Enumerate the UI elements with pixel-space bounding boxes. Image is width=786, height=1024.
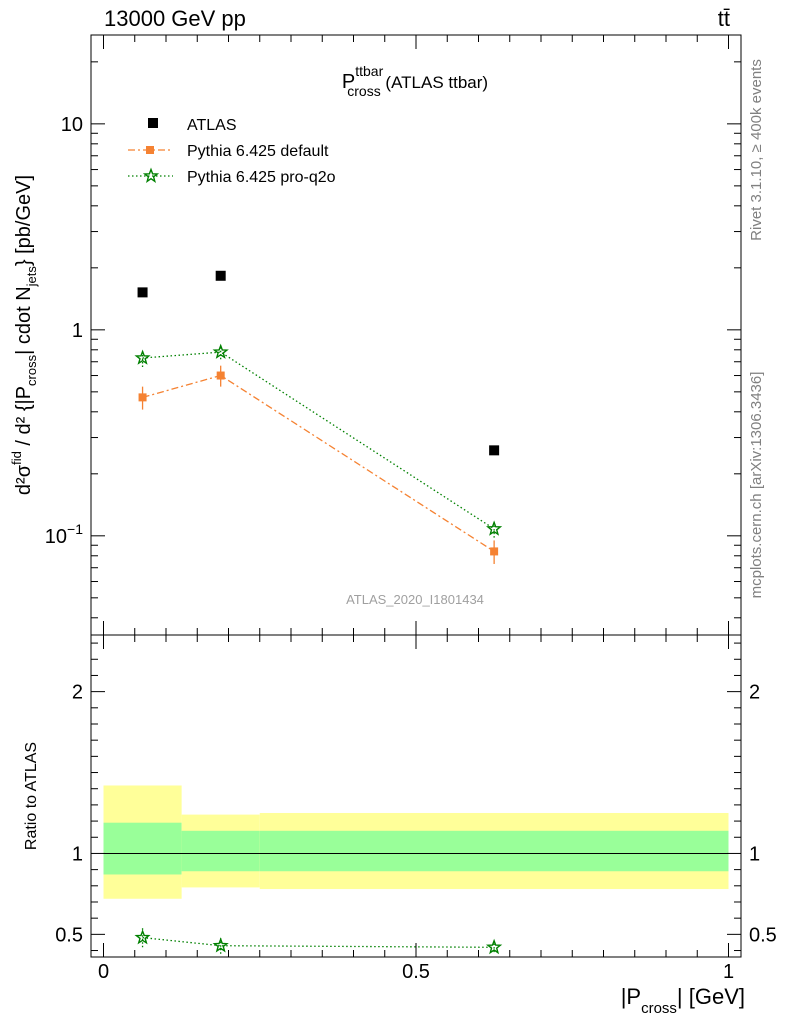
band-inner <box>181 830 260 872</box>
ratio-panel: 0.5 0.5 1 1 2 2 <box>55 634 777 958</box>
band-inner <box>259 830 729 872</box>
ratio-y-tick-label: 2 <box>72 682 83 704</box>
analysis-watermark: ATLAS_2020_I1801434 <box>346 592 484 607</box>
ratio-frame <box>90 634 742 958</box>
main-ticks <box>91 35 741 635</box>
ratio-point <box>212 937 229 953</box>
data-point <box>215 270 226 281</box>
data-point <box>137 287 148 298</box>
x-tick-label: 0.5 <box>402 961 430 983</box>
ratio-y-tick-label: 0.5 <box>55 924 83 946</box>
data-point <box>216 371 225 380</box>
source-label: mcplots.cern.ch [arXiv:1306.3436] <box>748 372 765 599</box>
legend-proq2o-label: Pythia 6.425 pro-q2o <box>187 169 336 186</box>
legend-default-label: Pythia 6.425 default <box>187 143 329 160</box>
energy-label: 13000 GeV pp <box>104 6 246 31</box>
series-line <box>142 374 495 552</box>
x-axis-label: |Pcross| [GeV] <box>621 984 745 1017</box>
ratio-y-label: Ratio to ATLAS <box>23 742 40 850</box>
main-panel: 10−1 1 10 Pttbar cross (ATLAS ttbar) ATLAS … <box>45 34 742 636</box>
plot-title: Pttbar cross (ATLAS ttbar) <box>342 63 488 99</box>
data-point <box>138 393 147 402</box>
x-tick-label: 1 <box>723 961 734 983</box>
ratio-bands <box>103 785 729 899</box>
main-y-axis-label: d²σfid / d² {|Pcross| cdot Njets} [pb/Ge… <box>9 175 39 495</box>
data-point <box>486 520 503 536</box>
main-series <box>134 270 503 564</box>
legend: ATLAS Pythia 6.425 default Pythia 6.425 … <box>128 117 336 186</box>
data-point <box>134 349 151 365</box>
x-tick-label: 0 <box>98 961 109 983</box>
ratio-y-tick-label-right: 1 <box>749 843 760 865</box>
legend-atlas-label: ATLAS <box>187 117 237 134</box>
legend-default-marker <box>146 146 154 154</box>
y-axis-label-text: d²σfid / d² {|Pcross| cdot Njets} [pb/Ge… <box>9 175 39 495</box>
ratio-y-tick-label-right: 0.5 <box>749 924 777 946</box>
ratio-point <box>485 938 503 955</box>
main-y-tick-labels: 10−1 1 10 <box>45 114 83 548</box>
ratio-line <box>142 936 495 948</box>
y-tick-label: 10 <box>61 114 83 136</box>
series-line <box>142 351 495 530</box>
data-point <box>490 547 499 556</box>
data-point <box>212 343 229 359</box>
legend-atlas-marker <box>148 118 158 128</box>
y-tick-label: 10−1 <box>45 521 83 548</box>
ratio-ticks: 0.5 0.5 1 1 2 2 <box>55 635 777 957</box>
star-marker <box>142 167 160 183</box>
ratio-point <box>134 929 151 945</box>
process-label: tt̄ <box>718 6 730 31</box>
x-tick-labels: 0 0.5 1 <box>98 961 734 983</box>
ratio-series <box>134 927 503 955</box>
ratio-y-tick-label-right: 2 <box>749 682 760 704</box>
rivet-label: Rivet 3.1.10, ≥ 400k events <box>748 59 765 241</box>
data-point <box>489 445 500 456</box>
legend-proq2o-marker <box>142 167 160 183</box>
ratio-y-tick-label: 1 <box>72 843 83 865</box>
y-tick-label: 1 <box>72 320 83 342</box>
band-inner <box>103 822 182 875</box>
